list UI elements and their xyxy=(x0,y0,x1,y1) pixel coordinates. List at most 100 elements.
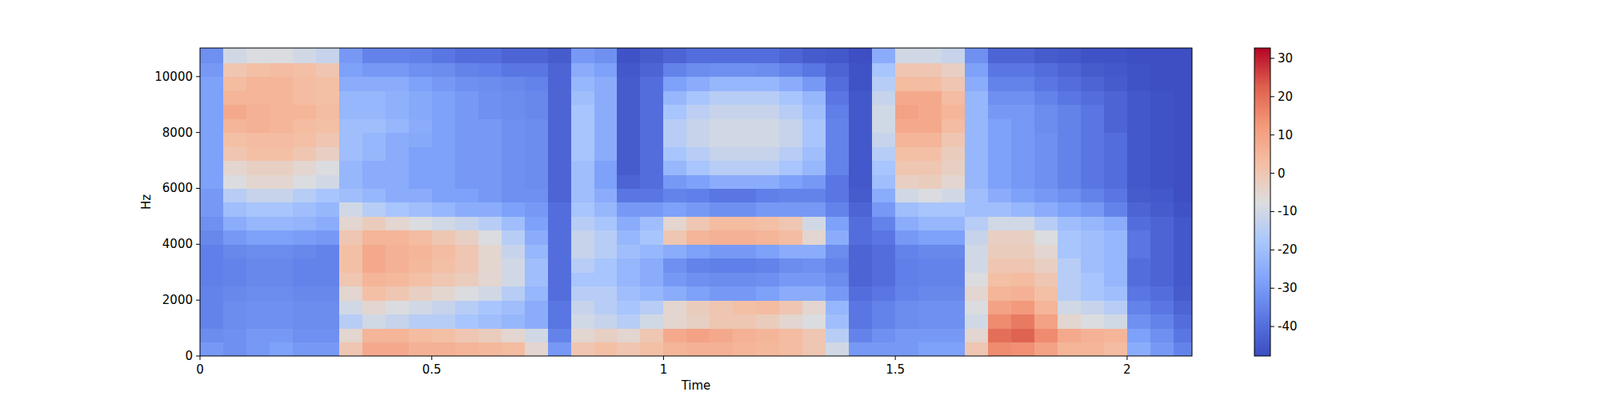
cell xyxy=(223,118,247,133)
cell xyxy=(848,132,872,148)
cell xyxy=(779,62,803,77)
colorbar-tick-label: 0 xyxy=(1277,166,1286,181)
cell xyxy=(663,328,687,343)
cell xyxy=(709,48,733,64)
cell xyxy=(269,188,293,203)
cell xyxy=(1034,244,1058,259)
cell xyxy=(246,342,270,356)
cell xyxy=(408,342,432,356)
cell xyxy=(1080,342,1104,356)
cell xyxy=(1104,314,1128,329)
cell xyxy=(732,188,756,203)
cell xyxy=(524,230,548,245)
cell xyxy=(200,76,224,92)
cell xyxy=(292,202,316,217)
cell xyxy=(848,300,872,315)
cell xyxy=(1173,216,1192,231)
cell xyxy=(640,216,664,231)
cell xyxy=(524,300,548,315)
cell xyxy=(640,48,664,64)
cell xyxy=(1057,188,1081,203)
cell xyxy=(362,342,386,356)
cell xyxy=(571,174,595,189)
x-tick-label: 0.5 xyxy=(422,362,442,377)
cell xyxy=(594,146,618,161)
cell xyxy=(432,174,456,189)
cell xyxy=(571,272,595,287)
cell xyxy=(988,48,1012,64)
cell xyxy=(964,328,988,343)
cell xyxy=(848,118,872,133)
cell xyxy=(964,342,988,356)
cell xyxy=(941,62,965,77)
cell xyxy=(1104,202,1128,217)
cell xyxy=(432,216,456,231)
cell xyxy=(640,76,664,92)
cell xyxy=(988,76,1012,92)
cell xyxy=(223,202,247,217)
cell xyxy=(802,62,826,77)
cell xyxy=(895,230,919,245)
cell xyxy=(964,258,988,273)
cell xyxy=(640,62,664,77)
cell xyxy=(802,258,826,273)
cell xyxy=(362,300,386,315)
cell xyxy=(1034,118,1058,133)
cell xyxy=(316,342,340,356)
cell xyxy=(825,300,849,315)
cell xyxy=(825,342,849,356)
cell xyxy=(848,90,872,105)
cell xyxy=(432,188,456,203)
cell xyxy=(292,146,316,161)
cell xyxy=(478,48,502,64)
cell xyxy=(732,132,756,148)
cell xyxy=(501,48,525,64)
cell xyxy=(1150,300,1174,315)
y-tick xyxy=(196,188,200,189)
cell xyxy=(895,286,919,301)
cell xyxy=(1011,244,1035,259)
cell xyxy=(594,48,618,64)
cell xyxy=(802,104,826,120)
cell xyxy=(223,216,247,231)
cell xyxy=(292,230,316,245)
cell xyxy=(732,328,756,343)
cell xyxy=(408,174,432,189)
cell xyxy=(524,202,548,217)
cell xyxy=(1080,90,1104,105)
cell xyxy=(432,90,456,105)
cell xyxy=(1104,258,1128,273)
cell xyxy=(1057,174,1081,189)
cell xyxy=(616,118,640,133)
cell xyxy=(872,258,896,273)
cell xyxy=(339,174,363,189)
cell xyxy=(1057,90,1081,105)
cell xyxy=(385,286,409,301)
chart: 00.511.520200040006000800010000TimeHz-40… xyxy=(0,0,1600,400)
cell xyxy=(1011,76,1035,92)
colorbar-tick xyxy=(1270,288,1275,289)
cell xyxy=(339,146,363,161)
cell xyxy=(918,62,942,77)
cell xyxy=(964,272,988,287)
cell xyxy=(1080,48,1104,64)
cell xyxy=(825,62,849,77)
cell xyxy=(872,160,896,176)
cell xyxy=(686,104,710,120)
cell xyxy=(594,104,618,120)
cell xyxy=(1080,216,1104,231)
cell xyxy=(732,244,756,259)
cell xyxy=(200,48,224,64)
cell xyxy=(709,314,733,329)
cell xyxy=(872,216,896,231)
cell xyxy=(385,272,409,287)
cell xyxy=(1127,62,1151,77)
cell xyxy=(941,202,965,217)
cell xyxy=(246,244,270,259)
cell xyxy=(941,314,965,329)
cell xyxy=(200,272,224,287)
cell xyxy=(872,104,896,120)
cell xyxy=(616,216,640,231)
cell xyxy=(1150,174,1174,189)
cell xyxy=(802,48,826,64)
